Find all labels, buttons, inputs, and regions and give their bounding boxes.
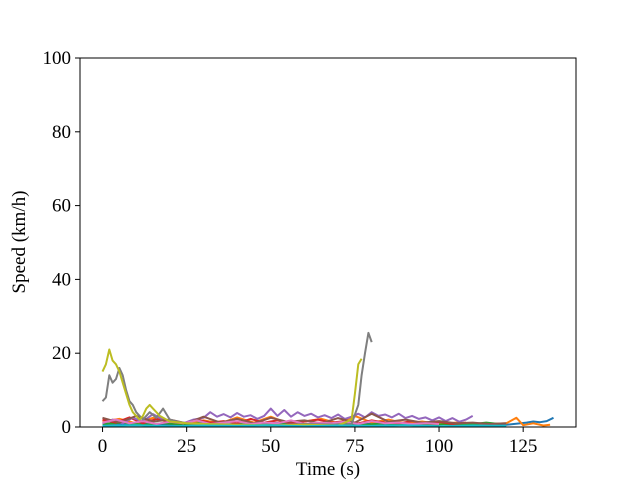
- x-tick-label: 0: [98, 436, 108, 457]
- x-tick-label: 50: [261, 436, 280, 457]
- y-tick-label: 100: [43, 48, 72, 69]
- x-axis-title: Time (s): [296, 459, 360, 480]
- y-tick-label: 0: [62, 417, 72, 438]
- series-line-10: [102, 424, 507, 428]
- x-tick-label: 100: [425, 436, 454, 457]
- y-axis-title: Speed (km/h): [9, 191, 30, 294]
- y-axis-ticks: 0 20 40 60 80 100: [43, 48, 80, 438]
- series-line-8: [101, 331, 373, 427]
- plot-frame: [79, 57, 577, 428]
- y-tick-label: 40: [52, 269, 71, 290]
- series-line-9: [101, 348, 363, 427]
- x-axis-ticks: 0 25 50 75 100 125: [98, 427, 538, 457]
- series-layer: [101, 331, 554, 428]
- y-tick-label: 60: [52, 196, 71, 217]
- y-tick-label: 20: [52, 343, 71, 364]
- x-tick-label: 125: [509, 436, 538, 457]
- x-tick-label: 25: [177, 436, 196, 457]
- series-line-7: [102, 418, 440, 425]
- y-tick-label: 80: [52, 122, 71, 143]
- x-tick-label: 75: [345, 436, 364, 457]
